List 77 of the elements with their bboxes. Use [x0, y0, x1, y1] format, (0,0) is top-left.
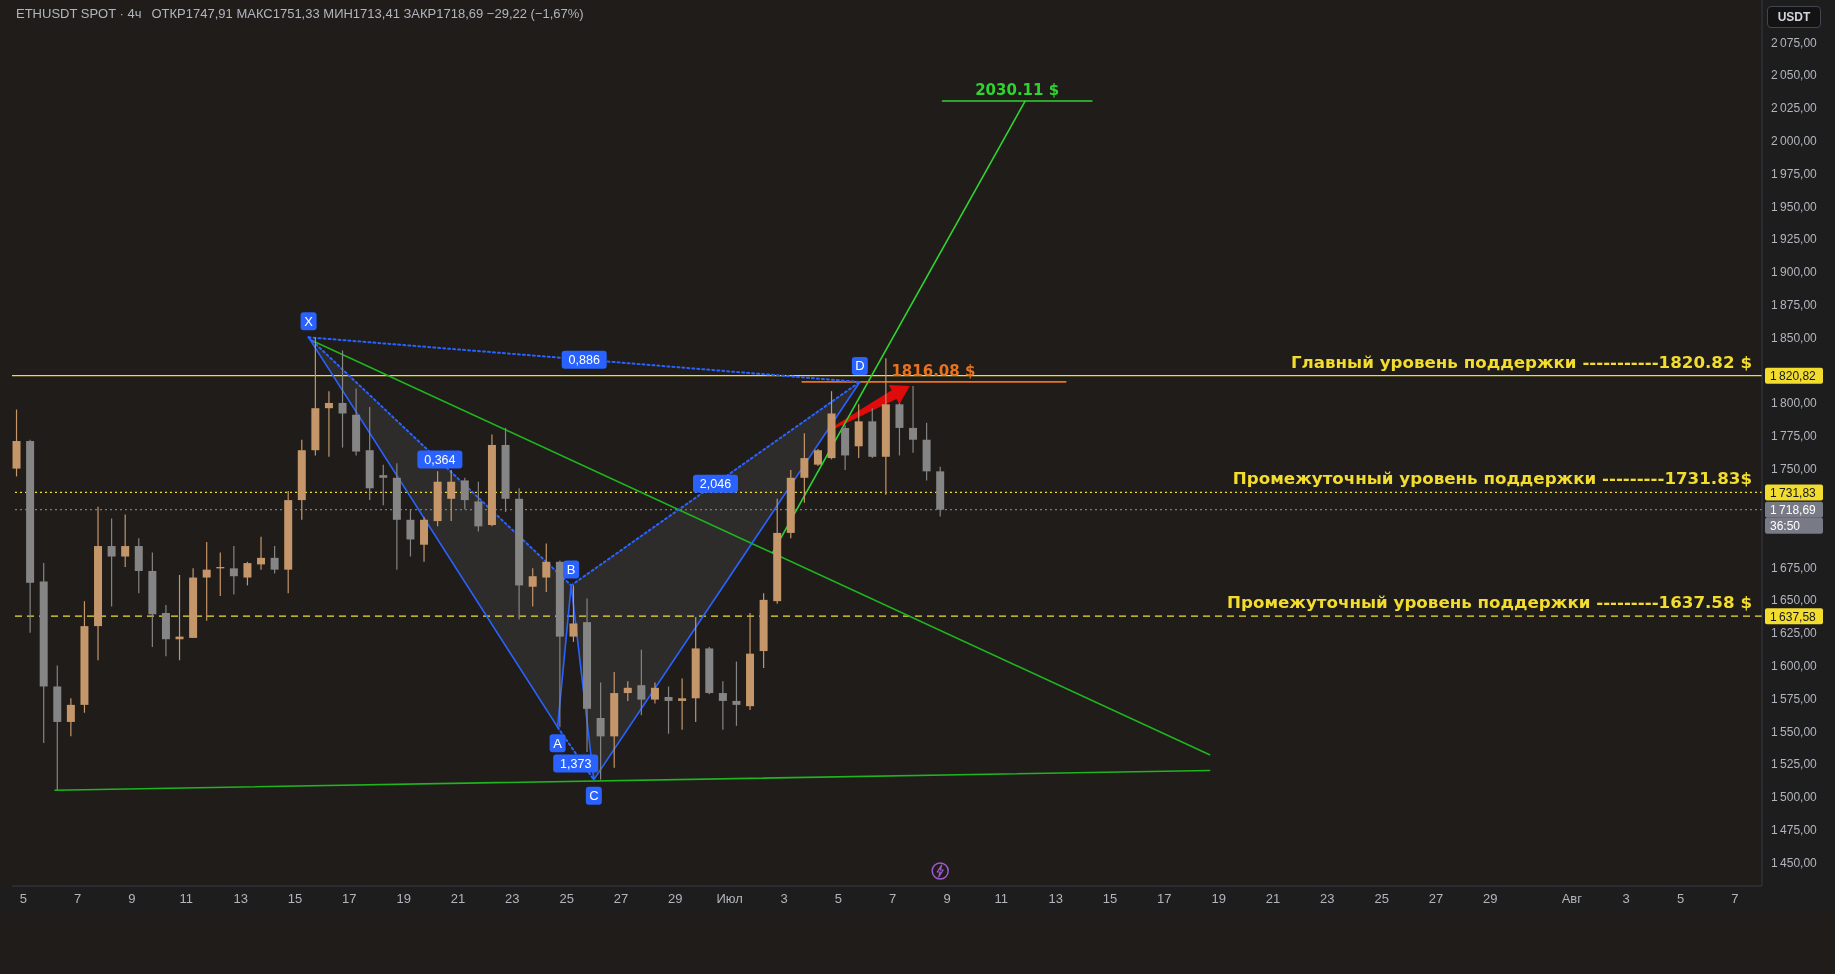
x-tick-label: 11 — [994, 891, 1009, 907]
y-tick-label: 1 975,00 — [1771, 166, 1818, 181]
x-tick-label: 9 — [943, 891, 951, 907]
y-tick-label: 1 600,00 — [1771, 658, 1818, 673]
annotation: 0,886 — [568, 353, 600, 368]
x-tick-label: 17 — [1157, 891, 1172, 907]
ref-line-label: Главный уровень поддержки -----------1820.82 $ — [1290, 351, 1752, 372]
x-tick-label: 13 — [1048, 891, 1063, 907]
annotation: 1,373 — [560, 756, 592, 771]
x-tick-label: 23 — [505, 891, 520, 907]
y-tick-label: 1 525,00 — [1771, 757, 1818, 772]
y-tick-label: 2 025,00 — [1771, 101, 1818, 116]
annotation: X — [304, 313, 314, 329]
x-tick-label: 15 — [287, 891, 303, 907]
y-tick-label: 1 500,00 — [1771, 790, 1818, 805]
y-tick-label: 1 675,00 — [1771, 560, 1818, 575]
y-tick-label: 1 625,00 — [1771, 626, 1818, 641]
text: ОТКР1747,91 МАКС1751,33 МИН1713,41 ЗАКР1718,69 −29,22 (−1,67%) — [151, 6, 584, 21]
x-tick-label: 5 — [1676, 891, 1685, 907]
x-tick-label: 19 — [1211, 891, 1226, 907]
x-tick-label: 29 — [1483, 891, 1498, 907]
y-tick-label: 1 750,00 — [1771, 462, 1818, 477]
x-tick-label: 29 — [668, 891, 683, 907]
y-tick-label: 1 875,00 — [1771, 298, 1818, 313]
x-tick-label: 3 — [780, 891, 788, 907]
y-tick-label: 1 575,00 — [1771, 691, 1818, 706]
y-tick-label: 2 050,00 — [1771, 68, 1818, 83]
y-tick-label: 1 850,00 — [1771, 330, 1818, 345]
y-tick-label: 1 450,00 — [1771, 855, 1818, 870]
x-tick-label: 5 — [19, 891, 27, 907]
text: 36:50 — [1770, 519, 1801, 534]
x-tick-label: 7 — [74, 891, 82, 907]
x-tick-label: 7 — [1731, 891, 1739, 907]
ref-line-label: Промежуточный уровень поддержки ---------1637.58 $ — [1227, 592, 1752, 613]
y-tick-label: 1 731,83 — [1770, 485, 1817, 500]
y-tick-label: 1 820,82 — [1770, 369, 1817, 384]
y-tick-label: 1 550,00 — [1771, 724, 1818, 739]
annotation: C — [589, 788, 599, 804]
annotation: 1816.08 $ — [891, 361, 976, 380]
annotation: 2030.11 $ — [975, 80, 1060, 99]
x-tick-label: 19 — [396, 891, 411, 907]
x-tick-label: Июл — [716, 891, 743, 907]
y-tick-label: 1 800,00 — [1771, 396, 1818, 411]
y-tick-label: 1 650,00 — [1771, 593, 1818, 608]
x-tick-label: 9 — [128, 891, 136, 907]
annotation: 2,046 — [699, 477, 732, 492]
x-tick-label: 17 — [342, 891, 357, 907]
x-tick-label: 11 — [179, 891, 194, 907]
x-tick-label: 13 — [233, 891, 248, 907]
y-tick-label: 1 950,00 — [1771, 199, 1818, 214]
x-tick-label: 27 — [1428, 891, 1444, 907]
y-tick-label: 1 637,58 — [1770, 609, 1817, 624]
annotation: D — [855, 358, 865, 374]
x-tick-label: 25 — [1374, 891, 1389, 907]
y-tick-label: 2 075,00 — [1771, 35, 1818, 50]
y-tick-label: 1 775,00 — [1771, 429, 1818, 444]
annotation: A — [553, 735, 563, 751]
x-tick-label: 7 — [889, 891, 897, 907]
y-tick-label: 1 925,00 — [1771, 232, 1818, 247]
ref-line-label: Промежуточный уровень поддержки ---------1731.83$ — [1232, 468, 1752, 489]
x-tick-label: 21 — [450, 891, 466, 907]
y-axis-title: USDT — [1767, 6, 1821, 28]
text: ETHUSDT SPOT · 4ч — [16, 6, 142, 21]
x-tick-label: 15 — [1102, 891, 1118, 907]
x-tick-label: Авг — [1561, 891, 1583, 907]
y-tick-label: 1 900,00 — [1771, 265, 1818, 280]
x-tick-label: 23 — [1320, 891, 1335, 907]
y-tick-label: 2 000,00 — [1771, 133, 1818, 148]
annotation: 0,364 — [424, 452, 456, 467]
annotation: B — [566, 561, 576, 577]
y-tick-label: 1 475,00 — [1771, 823, 1818, 838]
x-tick-label: 21 — [1265, 891, 1281, 907]
x-tick-label: 25 — [559, 891, 574, 907]
x-tick-label: 5 — [834, 891, 842, 907]
x-tick-label: 3 — [1622, 891, 1630, 907]
y-tick-label: 1 718,69 — [1770, 503, 1817, 518]
x-tick-label: 27 — [613, 891, 629, 907]
